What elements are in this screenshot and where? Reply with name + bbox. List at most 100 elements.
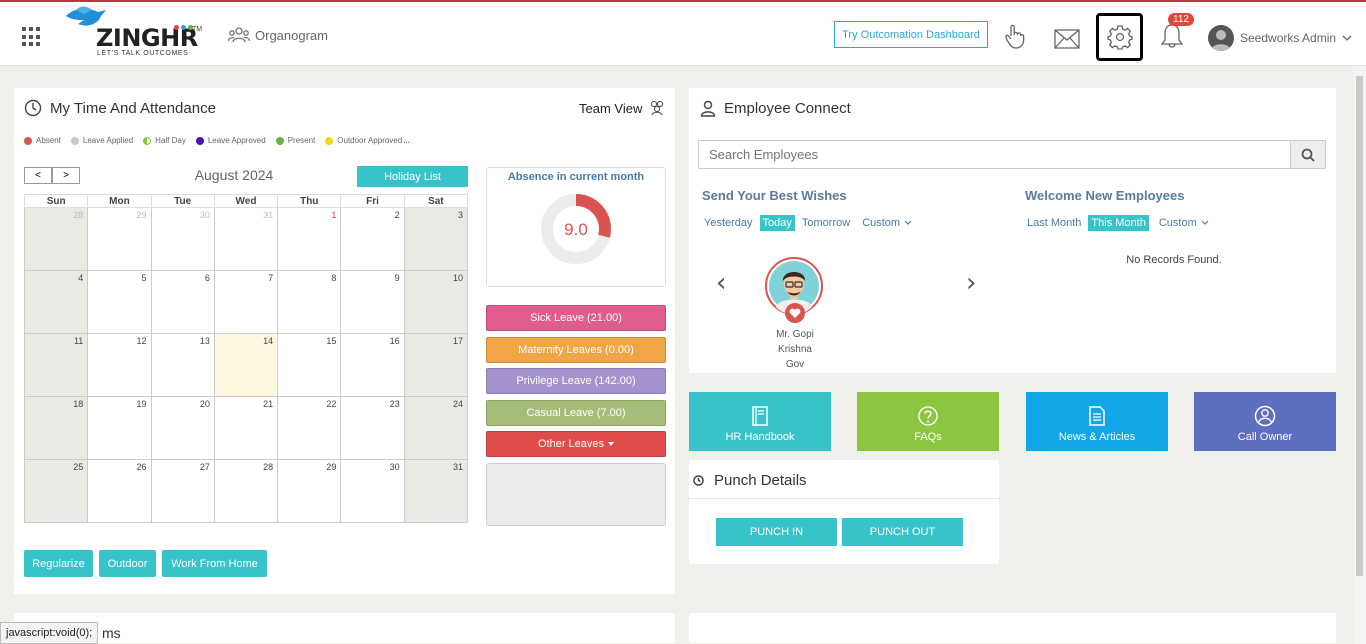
filter-tab[interactable]: Today	[759, 215, 795, 231]
calendar-week-row: 4 5 6 7 8 9 10	[23, 270, 469, 334]
page-scrollbar[interactable]	[1353, 66, 1366, 644]
calendar-day[interactable]: 29	[87, 207, 152, 271]
calendar-day[interactable]: 27	[150, 459, 215, 523]
legend-dot	[275, 136, 284, 145]
no-records-message: No Records Found.	[1126, 254, 1222, 266]
tile-label: FAQs	[914, 431, 942, 443]
people-group-icon	[228, 27, 250, 43]
filter-tab[interactable]: This Month	[1088, 215, 1149, 231]
legend-item: Present	[275, 136, 315, 145]
filter-tab[interactable]: Last Month	[1027, 217, 1082, 229]
calendar-day[interactable]: 28	[23, 207, 89, 271]
calendar-day[interactable]: 1	[277, 207, 342, 271]
faqs-tile[interactable]: FAQs	[857, 392, 999, 451]
calendar-day[interactable]: 11	[23, 333, 89, 397]
browser-status-bar: javascript:void(0);	[0, 622, 99, 644]
regularize-button[interactable]: Regularize	[24, 550, 93, 577]
calendar-day[interactable]: 30	[150, 207, 215, 271]
legend-dot	[70, 136, 79, 145]
attendance-title: My Time And Attendance	[24, 99, 216, 117]
scrollbar-thumb[interactable]	[1356, 76, 1363, 576]
call-owner-tile[interactable]: Call Owner	[1194, 392, 1336, 451]
calendar-day[interactable]: 12	[87, 333, 152, 397]
leave-balance-button[interactable]: Casual Leave (7.00)	[486, 400, 666, 426]
hr-handbook-tile[interactable]: HR Handbook	[689, 392, 831, 451]
calendar-prev-button[interactable]: <	[24, 167, 52, 184]
wishes-next-arrow[interactable]: ›	[966, 268, 977, 298]
punch-in-button[interactable]: PUNCH IN	[716, 518, 837, 546]
calendar-day[interactable]: 31	[403, 459, 469, 523]
calendar-day[interactable]: 20	[150, 396, 215, 460]
calendar-day[interactable]: 30	[340, 459, 405, 523]
calendar-day[interactable]: 3	[403, 207, 469, 271]
zinghr-logo[interactable]: ZINGHR TM LET'S TALK OUTCOMES	[64, 6, 204, 60]
calendar-day[interactable]: 6	[150, 270, 215, 334]
calendar-day[interactable]: 29	[277, 459, 342, 523]
calendar-day[interactable]: 9	[340, 270, 405, 334]
leave-balance-button[interactable]: Privilege Leave (142.00)	[486, 368, 666, 394]
hand-pointer-icon[interactable]	[1002, 23, 1028, 49]
news-articles-tile[interactable]: News & Articles	[1026, 392, 1168, 451]
calendar-day[interactable]: 19	[87, 396, 152, 460]
calendar-day[interactable]: 7	[213, 270, 279, 334]
work-from-home-button[interactable]: Work From Home	[162, 550, 267, 577]
calendar-day[interactable]: 25	[23, 459, 89, 523]
chevron-down-icon	[1201, 220, 1209, 225]
absence-value: 9.0	[564, 220, 588, 239]
leave-balance-button[interactable]: Sick Leave (21.00)	[486, 305, 666, 331]
apps-grid-icon[interactable]	[22, 27, 42, 47]
tile-label: HR Handbook	[725, 431, 795, 443]
calendar-day[interactable]: 14	[213, 333, 279, 397]
leave-balance-button[interactable]: Maternity Leaves (0.00)	[486, 337, 666, 363]
filter-tab[interactable]: Tomorrow	[801, 217, 851, 229]
search-button[interactable]	[1290, 141, 1325, 168]
filter-tab[interactable]: Yesterday	[704, 217, 753, 229]
attendance-calendar: Sun Mon Tue Wed Thu Fri Sat 28 29 30 31 1 2 3 4 5 6 7 8 9 1…	[23, 194, 469, 523]
leave-balance-label: Privilege Leave (142.00)	[516, 375, 636, 387]
calendar-day[interactable]: 16	[340, 333, 405, 397]
user-menu[interactable]: Seedworks Admin	[1208, 25, 1352, 51]
calendar-day[interactable]: 28	[213, 459, 279, 523]
calendar-day[interactable]: 21	[213, 396, 279, 460]
employee-name: Mr. Gopi Krishna Gov	[776, 329, 814, 370]
calendar-day[interactable]: 2	[340, 207, 405, 271]
team-view-link[interactable]: Team View	[579, 98, 666, 116]
settings-highlight-box[interactable]	[1096, 13, 1143, 61]
employee-search	[698, 140, 1326, 169]
holiday-list-button[interactable]: Holiday List	[357, 166, 468, 187]
calendar-next-button[interactable]: >	[52, 167, 80, 184]
calendar-day[interactable]: 22	[277, 396, 342, 460]
outdoor-button[interactable]: Outdoor	[99, 550, 156, 577]
calendar-day[interactable]: 18	[23, 396, 89, 460]
mail-icon[interactable]	[1054, 26, 1080, 52]
gear-icon[interactable]	[1106, 24, 1133, 50]
calendar-day[interactable]: 13	[150, 333, 215, 397]
attendance-legend: Absent Leave Applied Half Day Leave Approve…	[24, 136, 410, 145]
leave-balance-button[interactable]: Other Leaves	[486, 431, 666, 457]
calendar-day[interactable]: 5	[87, 270, 152, 334]
legend-item: Half Day	[143, 136, 186, 145]
calendar-day[interactable]: 10	[403, 270, 469, 334]
try-outcomation-dashboard-button[interactable]: Try Outcomation Dashboard	[834, 21, 988, 48]
calendar-day[interactable]: 17	[403, 333, 469, 397]
bell-icon[interactable]	[1159, 23, 1185, 49]
calendar-day[interactable]: 15	[277, 333, 342, 397]
calendar-day[interactable]: 31	[213, 207, 279, 271]
wishes-prev-arrow[interactable]: ‹	[716, 268, 727, 298]
calendar-month-label: August 2024	[194, 167, 274, 183]
punch-out-button[interactable]: PUNCH OUT	[842, 518, 963, 546]
calendar-day[interactable]: 24	[403, 396, 469, 460]
calendar-day[interactable]: 23	[340, 396, 405, 460]
calendar-day[interactable]: 26	[87, 459, 152, 523]
calendar-day[interactable]: 4	[23, 270, 89, 334]
leave-balance-label: Other Leaves	[537, 438, 605, 450]
search-employees-input[interactable]	[699, 141, 1290, 168]
organogram-link[interactable]: Organogram	[228, 26, 328, 44]
employee-avatar[interactable]	[764, 257, 826, 327]
team-view-label: Team View	[579, 101, 643, 116]
legend-more[interactable]: ...	[403, 136, 410, 145]
filter-tab[interactable]: Custom	[862, 217, 901, 229]
filter-tab[interactable]: Custom	[1158, 217, 1197, 229]
document-icon	[1089, 406, 1105, 426]
calendar-day[interactable]: 8	[277, 270, 342, 334]
